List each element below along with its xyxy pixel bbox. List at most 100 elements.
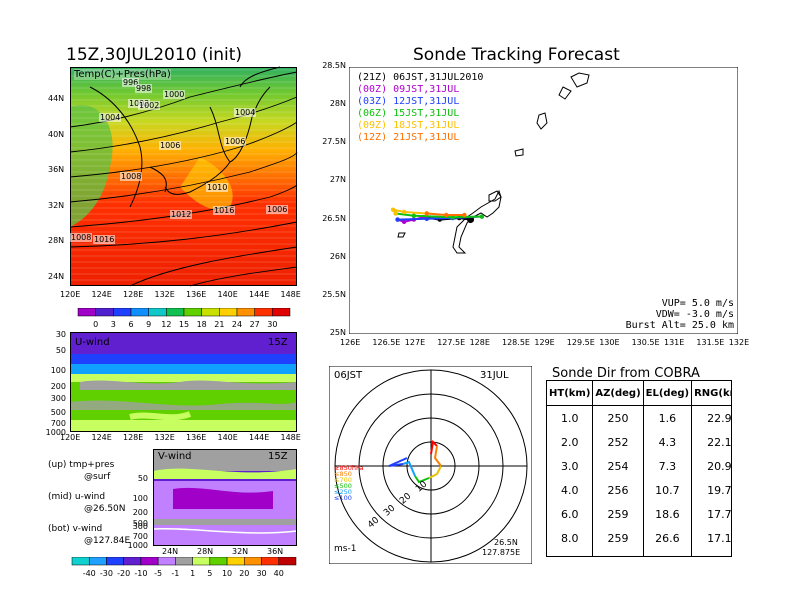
altitude-color-label: ≤500: [334, 482, 352, 490]
colorbar-label: 5: [207, 569, 212, 578]
hodograph: [388, 439, 442, 484]
lon-tick-label: 130E: [599, 338, 620, 347]
pressure-label: 1010: [206, 183, 229, 192]
colorbar-swatch: [175, 557, 193, 566]
track-point: [393, 211, 398, 216]
pressure-tick-label: 500: [50, 408, 66, 417]
table-cell: 7.3: [643, 454, 693, 478]
track-point: [411, 213, 417, 218]
pressure-tick-label: 50: [55, 346, 66, 355]
lat-tick-label: 26.5N: [322, 214, 346, 223]
colorbar-swatch: [106, 557, 124, 566]
lon-tick-label: 128E: [123, 433, 144, 442]
table-cell: 10.7: [643, 478, 693, 502]
colorbar-swatch: [113, 308, 132, 317]
table-cell: 250: [592, 405, 644, 430]
table-cell: 252: [592, 430, 644, 454]
colorbar-label: 12: [161, 320, 171, 329]
lat-tick-label: 27.5N: [322, 137, 346, 146]
lon-tick-label: 129.5E: [566, 338, 595, 347]
lon-tick-label: 132E: [728, 338, 750, 347]
lat-tick-label: 24N: [162, 547, 179, 556]
lat-tick-label: 36N: [48, 165, 65, 174]
lat-tick-label: 32N: [232, 547, 249, 556]
colorbar-label: 6: [128, 320, 133, 329]
table-cell: 254: [592, 454, 644, 478]
colorbar-label: 3: [111, 320, 116, 329]
colorbar-label: -40: [83, 569, 96, 578]
colorbar-label: -20: [117, 569, 130, 578]
pressure-label: 996: [122, 78, 140, 87]
table-cell: 22.1: [707, 435, 732, 449]
table-cell: 6.0: [547, 502, 594, 526]
colorbar-swatch: [226, 557, 245, 566]
table-cell: 20.9: [707, 459, 732, 473]
lon-tick-label: 129E: [534, 338, 555, 347]
colorbar-label: 9: [146, 320, 151, 329]
lat-tick-label: 36N: [267, 547, 284, 556]
pressure-tick-label: 200: [50, 382, 66, 391]
left-title: 15Z,30JUL2010 (init): [66, 45, 243, 65]
table-row: 1.0 250 1.6 22.9: [547, 405, 732, 430]
table-cell: 18.6: [643, 502, 693, 526]
wind-colorbar: -40 -30 -20 -10 -5 -1 1 5 10 20 30 40: [71, 557, 297, 578]
table-row: 3.0 254 7.3 20.9: [547, 454, 732, 478]
pressure-label: 1006: [224, 137, 247, 146]
colorbar-swatch: [183, 308, 202, 317]
pressure-tick-label: 300: [132, 522, 148, 531]
lon-tick-label: 126.5E: [372, 338, 401, 347]
table-cell: 4.0: [547, 478, 594, 502]
note-line: @127.84E: [84, 536, 131, 546]
colorbar-label: -10: [134, 569, 147, 578]
colorbar-label: 30: [256, 569, 266, 578]
colorbar-label: 0: [93, 320, 98, 329]
legend-entry: (06Z) 15JST,31JUL: [357, 108, 460, 119]
track-series-line: [395, 212, 482, 219]
colorbar-label: 1: [190, 569, 195, 578]
launch-param: Burst Alt= 25.0 km: [625, 320, 734, 331]
lon-tick-label: 144E: [249, 290, 270, 299]
track-point: [462, 212, 467, 218]
lon-tick-label: 120E: [60, 290, 81, 299]
legend-entry: (09Z) 18JST,31JUL: [357, 120, 460, 131]
pressure-label: 1004: [234, 108, 257, 117]
temp-colorbar: 0 3 6 9 12 15 18 21 24 27 30: [77, 308, 291, 329]
colorbar-label: -1: [171, 569, 179, 578]
lat-tick-label: 24N: [48, 271, 65, 281]
colorbar-label: 10: [222, 569, 232, 578]
table-cell: 17.1: [707, 531, 732, 545]
lat-tick-label: 28N: [197, 547, 214, 556]
lon-tick-label: 132E: [154, 433, 175, 442]
polar-date-label: 31JUL: [480, 370, 509, 381]
lat-tick-label: 44N: [48, 94, 65, 103]
table-cell: 3.0: [547, 454, 594, 478]
pressure-tick-label: 300: [50, 394, 66, 403]
altitude-color-label: ≤700: [334, 476, 352, 484]
table-cell: 22.9: [707, 411, 732, 425]
table-header: HT(km): [547, 381, 594, 406]
polar-location-lat: 26.5N: [494, 538, 518, 547]
note-line: (mid) u-wind: [48, 492, 106, 502]
table-cell: 31.0: [643, 550, 693, 556]
track-point: [401, 219, 407, 225]
lon-tick-label: 140E: [217, 433, 238, 442]
altitude-color-label: ≥850hPa: [334, 464, 364, 472]
colorbar-swatch: [201, 308, 220, 317]
track-map: [349, 67, 738, 334]
table-row: 10.025531.018.7: [547, 550, 731, 556]
lon-tick-label: 136E: [186, 290, 207, 299]
colorbar-swatch: [123, 557, 142, 566]
pressure-tick-label: 1000: [45, 428, 66, 437]
table-cell: 259: [592, 502, 644, 526]
colorbar-swatch: [77, 308, 96, 317]
lon-tick-label: 148E: [280, 290, 301, 299]
colorbar-swatch: [192, 557, 211, 566]
colorbar-label: 15: [179, 320, 189, 329]
v-wind-frame: [153, 449, 297, 546]
colorbar-label: 30: [267, 320, 277, 329]
table-row: 8.0 259 26.6 17.1: [547, 526, 732, 550]
right-title: Sonde Tracking Forecast: [413, 45, 620, 65]
table-cell: 10.0: [547, 550, 594, 556]
